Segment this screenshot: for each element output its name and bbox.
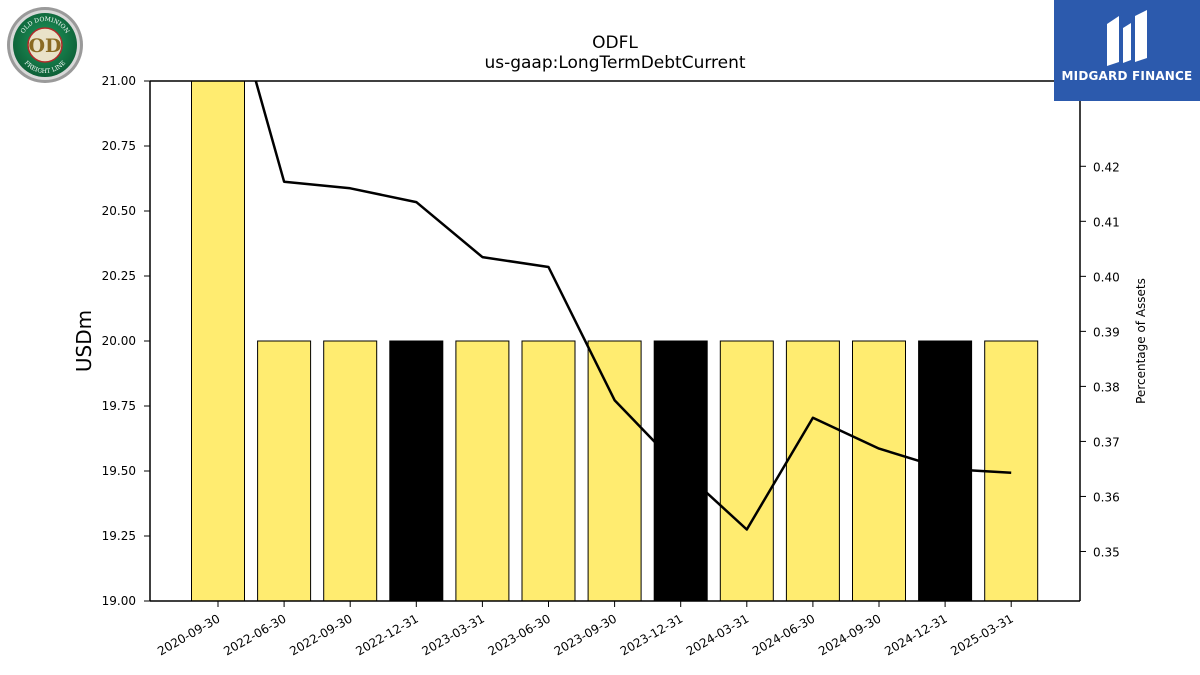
- y-axis-label: USDm: [72, 310, 96, 372]
- y-tick-label: 20.75: [102, 139, 136, 153]
- y-tick-label: 20.50: [102, 204, 136, 218]
- brand-name: MIDGARD FINANCE: [1061, 69, 1193, 83]
- x-tick-label: 2024-09-30: [816, 611, 883, 658]
- x-tick-label: 2025-03-31: [948, 611, 1015, 658]
- y-tick-label: 19.25: [102, 529, 136, 543]
- logo-monogram: OD: [28, 35, 61, 57]
- y2-tick-label: 0.39: [1093, 325, 1120, 339]
- company-logo: OLD DOMINION FREIGHT LINE OD: [7, 7, 83, 83]
- x-tick-label: 2022-09-30: [287, 611, 354, 658]
- y-tick-label: 21.00: [102, 74, 136, 88]
- x-tick-label: 2024-12-31: [882, 611, 949, 658]
- bar-2023-03-31: [455, 340, 510, 602]
- x-ticks: 2020-09-302022-06-302022-09-302022-12-31…: [155, 601, 1016, 658]
- percentage-of-assets-line: [254, 80, 1012, 531]
- x-tick-label: 2020-09-30: [155, 611, 222, 658]
- bar-2024-06-30: [785, 340, 840, 602]
- bar-2023-09-30: [587, 340, 642, 602]
- bar-2020-09-30: [191, 80, 245, 602]
- x-tick-label: 2024-06-30: [750, 611, 817, 658]
- y2-tick-label: 0.41: [1093, 215, 1120, 229]
- y-ticks: 19.00 19.25 19.50 19.75 20.00 20.25 20.50 20.75…: [102, 74, 150, 608]
- x-tick-label: 2022-12-31: [353, 611, 420, 658]
- bar-2024-09-30: [852, 340, 906, 602]
- y2-axis-label: Percentage of Assets: [1134, 278, 1148, 404]
- y2-tick-label: 0.36: [1093, 490, 1120, 504]
- y-tick-label: 19.50: [102, 464, 136, 478]
- y-tick-label: 20.25: [102, 269, 136, 283]
- x-tick-label: 2023-03-31: [419, 611, 486, 658]
- x-tick-label: 2024-03-31: [684, 611, 751, 658]
- y2-tick-label: 0.42: [1093, 160, 1120, 174]
- y2-tick-label: 0.40: [1093, 270, 1120, 284]
- y-tick-label: 19.75: [102, 399, 136, 413]
- chart-title: ODFL: [592, 33, 638, 53]
- x-tick-label: 2023-06-30: [486, 611, 553, 658]
- y2-tick-label: 0.38: [1093, 380, 1120, 394]
- x-tick-label: 2023-09-30: [552, 611, 619, 658]
- y-tick-label: 20.00: [102, 334, 136, 348]
- y2-tick-label: 0.35: [1093, 545, 1120, 559]
- brand-icon: [1107, 10, 1147, 66]
- bar-2022-12-31: [389, 340, 444, 602]
- chart-subtitle: us-gaap:LongTermDebtCurrent: [484, 53, 745, 73]
- bar-2022-06-30: [257, 340, 312, 602]
- bar-2022-09-30: [323, 340, 378, 602]
- bar-2023-06-30: [521, 340, 576, 602]
- bar-2023-12-31: [653, 340, 708, 602]
- y2-tick-label: 0.37: [1093, 435, 1120, 449]
- y-tick-label: 19.00: [102, 594, 136, 608]
- x-tick-label: 2023-12-31: [618, 611, 685, 658]
- y2-ticks: 0.35 0.36 0.37 0.38 0.39 0.40 0.41 0.42: [1080, 160, 1120, 559]
- x-tick-label: 2022-06-30: [221, 611, 288, 658]
- brand-badge: MIDGARD FINANCE: [1054, 0, 1200, 101]
- bars-layer: [191, 80, 1039, 602]
- bar-2024-03-31: [719, 340, 774, 602]
